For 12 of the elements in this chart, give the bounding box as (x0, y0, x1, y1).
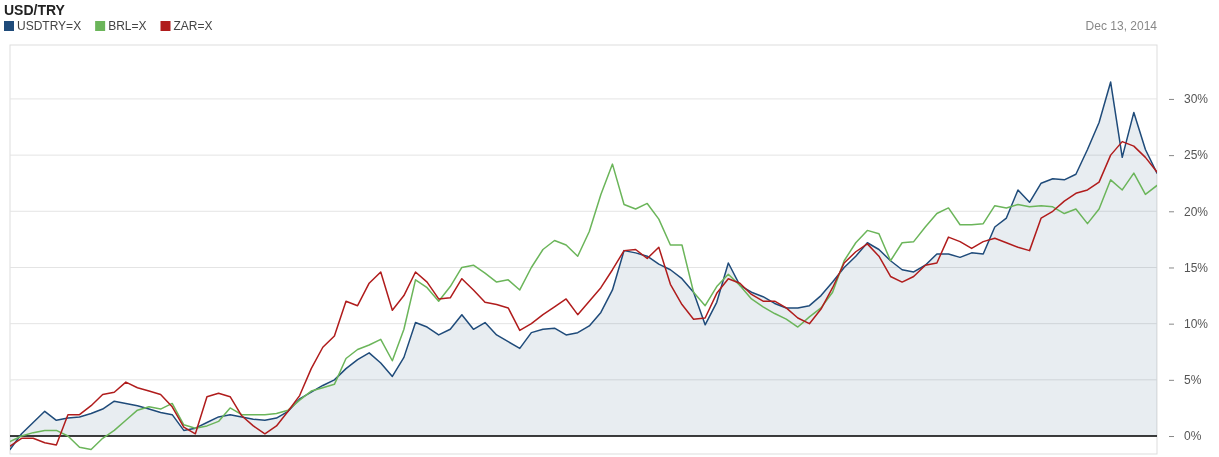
y-tick-label: 15% (1184, 260, 1209, 275)
chart-title: USD/TRY (4, 2, 66, 18)
y-tick-label: 0% (1184, 429, 1202, 444)
legend-label: USDTRY=X (17, 19, 82, 33)
y-tick-label: 10% (1184, 317, 1209, 331)
legend-label: ZAR=X (173, 19, 213, 33)
legend-label: BRL=X (108, 19, 147, 33)
y-tick-label: 30% (1184, 92, 1209, 107)
y-tick-label: 5% (1184, 373, 1202, 388)
y-tick-label: 20% (1184, 204, 1209, 219)
text: Dec 13, 2014 (1085, 19, 1158, 33)
y-tick-label: 25% (1184, 148, 1209, 163)
